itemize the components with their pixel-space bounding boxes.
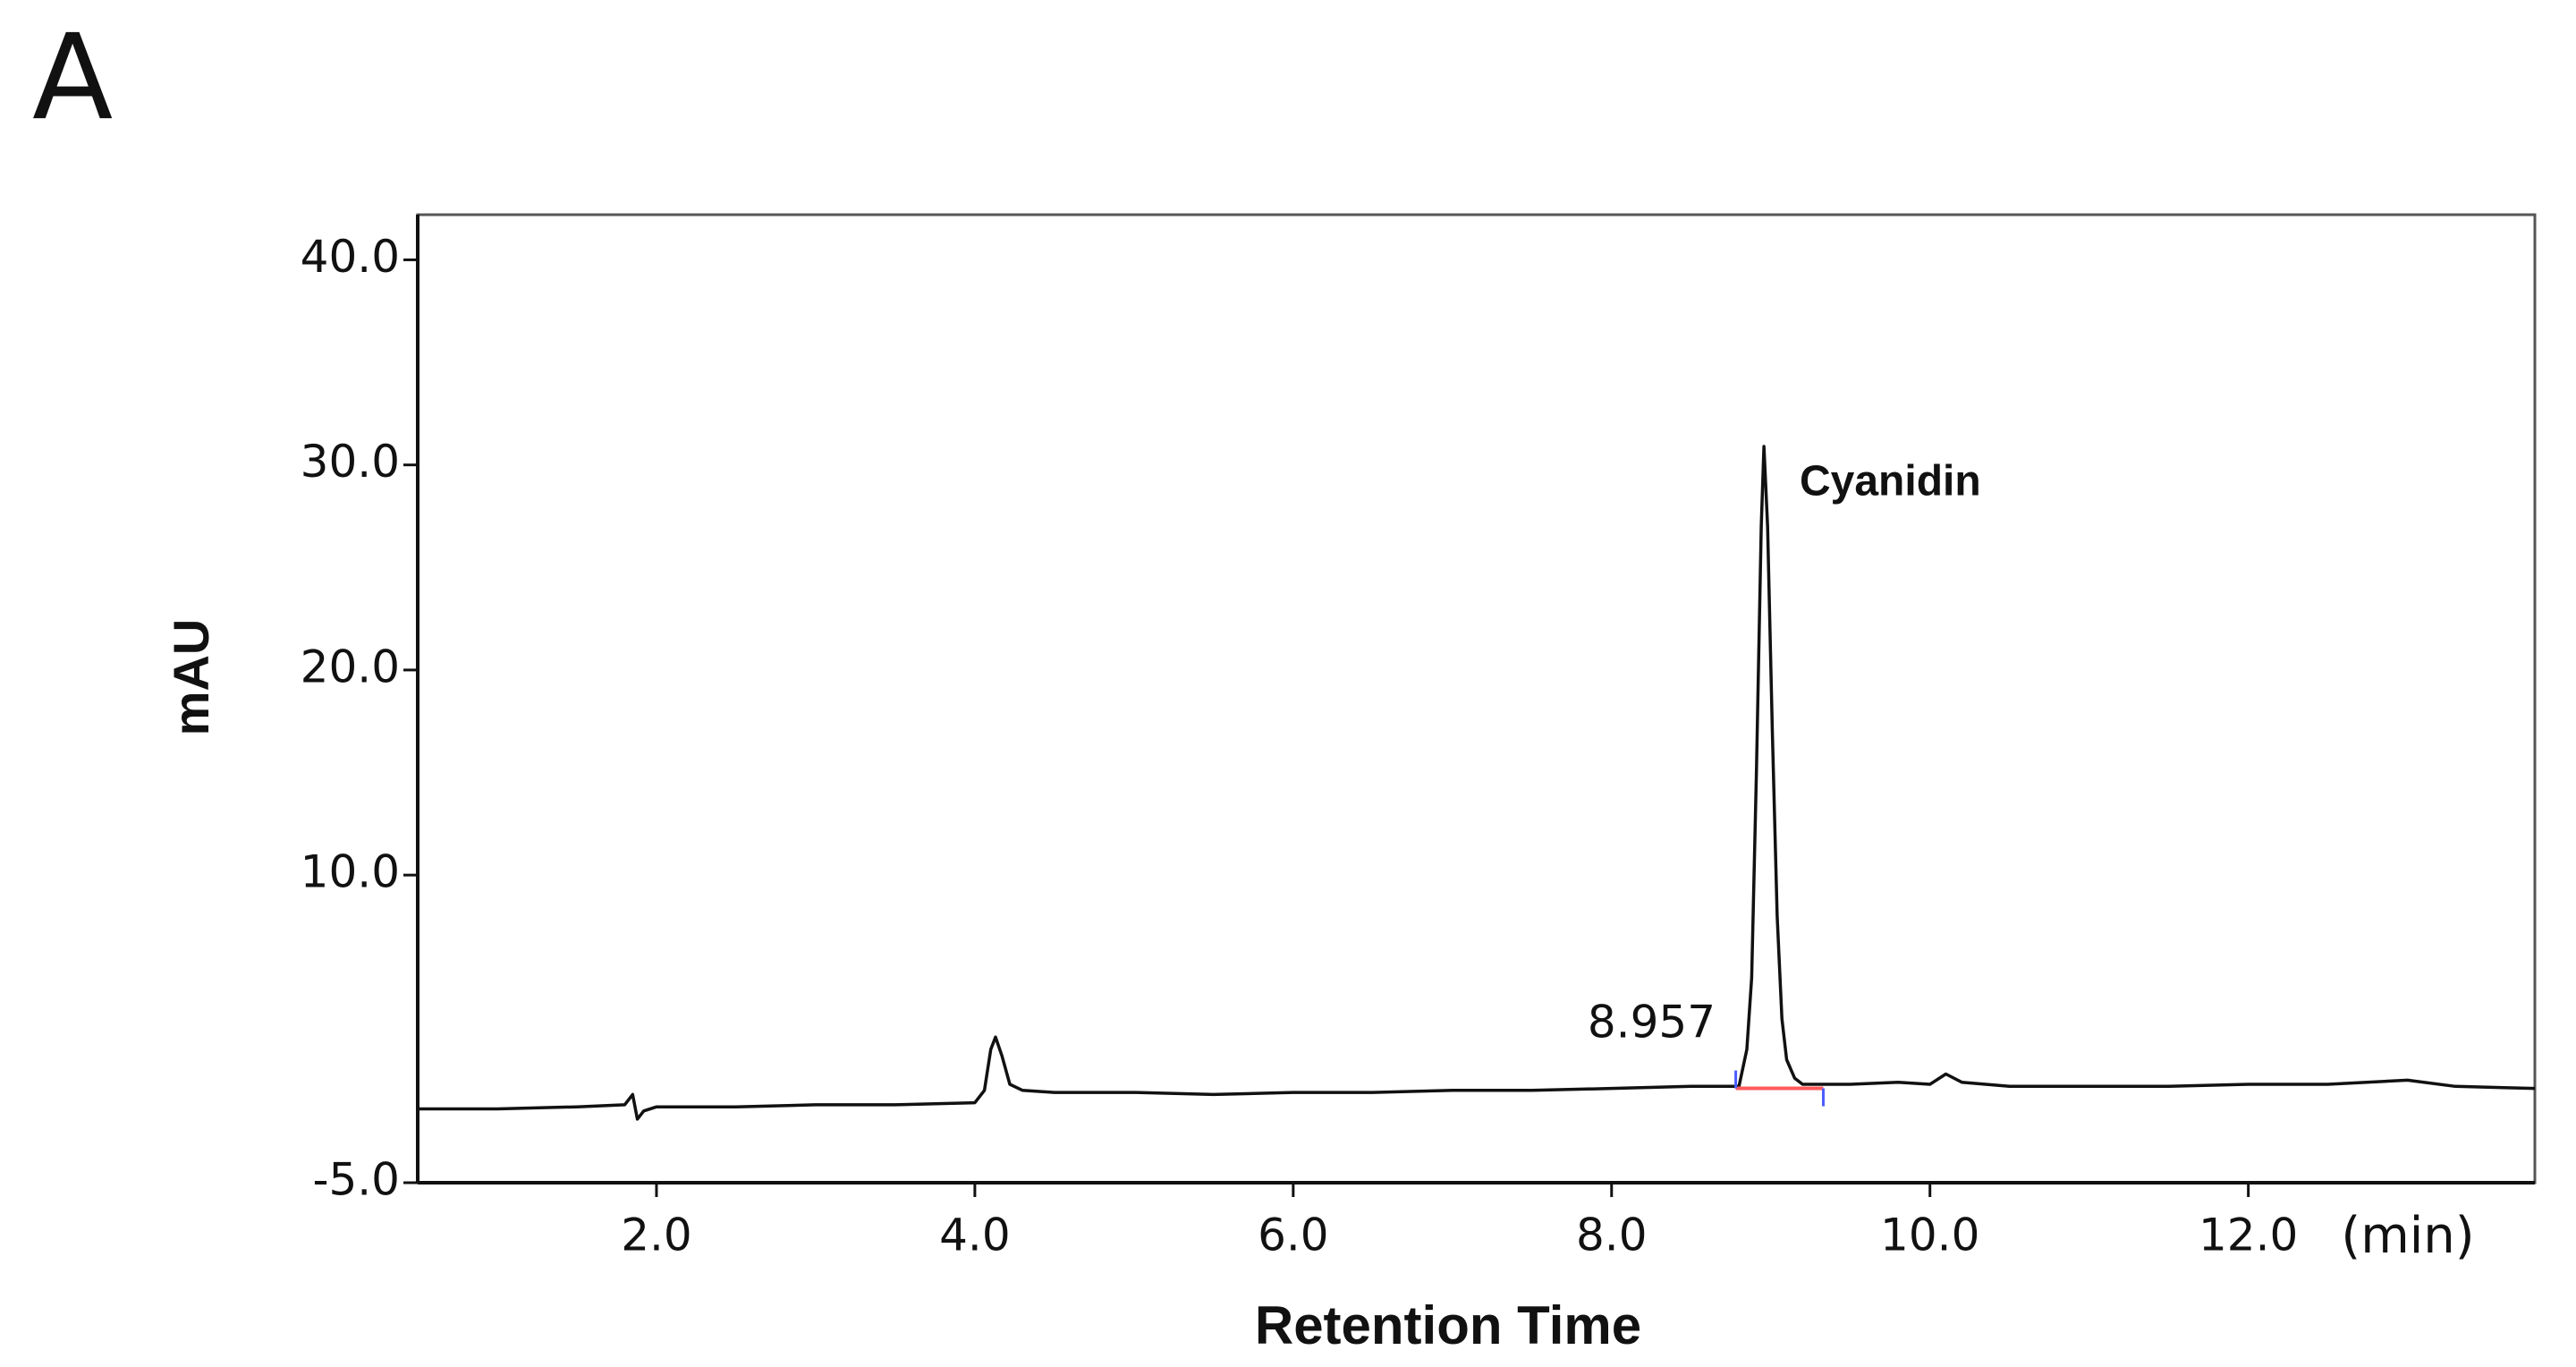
x-tick-label: 12.0 [2199, 1210, 2298, 1261]
plot-frame [416, 213, 2537, 1184]
x-tick-label: 10.0 [1880, 1210, 1979, 1261]
panel-label: A [32, 9, 113, 147]
y-tick-label: 40.0 [301, 231, 400, 283]
x-tick-label: 6.0 [1258, 1210, 1329, 1261]
x-unit-label: (min) [2341, 1207, 2474, 1265]
x-tick-label: 8.0 [1576, 1210, 1648, 1261]
x-tick-label: 2.0 [621, 1210, 692, 1261]
y-tick-label: 20.0 [301, 641, 400, 692]
peak-time-label: 8.957 [1588, 997, 1716, 1049]
peak-name-label: Cyanidin [1800, 458, 1981, 505]
y-tick-label: -5.0 [312, 1154, 400, 1206]
chromatogram-line [418, 445, 2536, 1121]
y-tick-label: 30.0 [301, 436, 400, 488]
x-axis-label: Retention Time [1255, 1295, 1641, 1355]
y-axis-label: mAU [163, 619, 219, 736]
y-tick-label: 10.0 [301, 846, 400, 898]
x-tick-label: 4.0 [939, 1210, 1011, 1261]
